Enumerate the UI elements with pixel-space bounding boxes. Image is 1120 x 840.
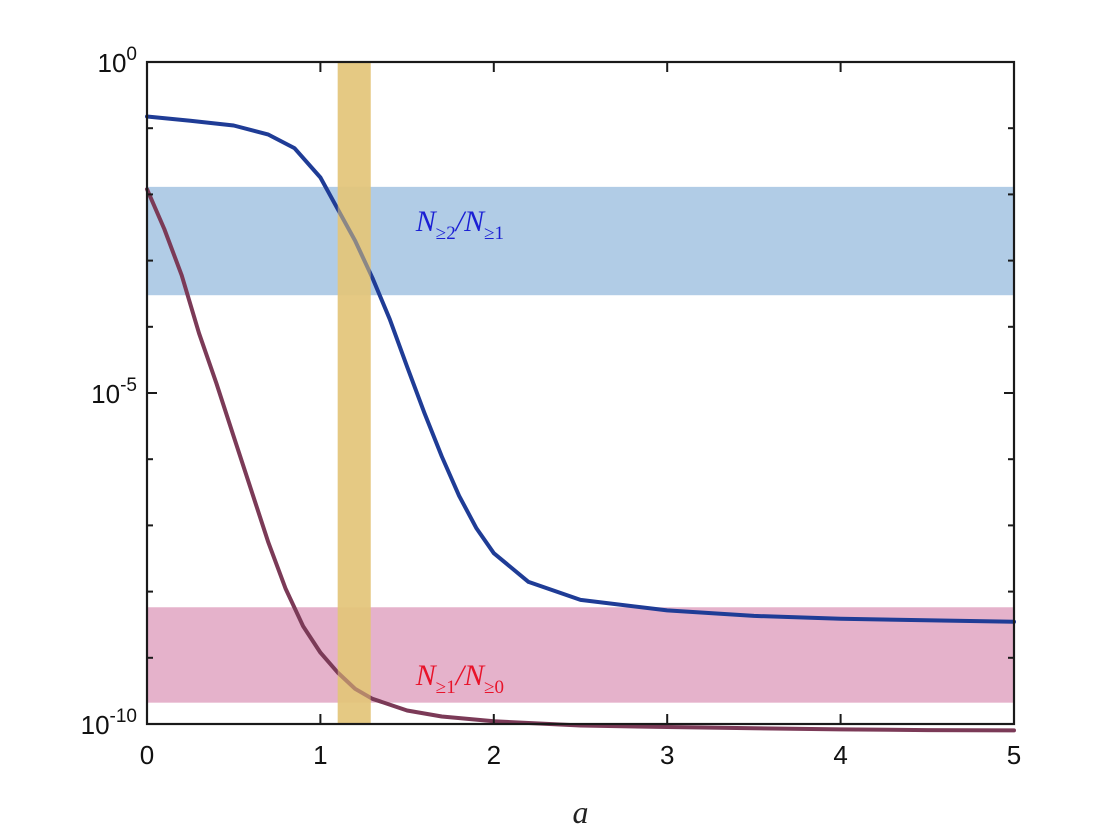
y-tick-label-exponent: -10 [110, 706, 137, 727]
shaded-bands [147, 62, 1014, 724]
band-label-part: N [415, 205, 438, 238]
y-tick-label-exponent: -5 [120, 375, 137, 396]
x-tick-label: 2 [487, 740, 501, 770]
band-label-part: / [454, 205, 467, 238]
band-label-part: N [463, 205, 486, 238]
band-2 [147, 607, 1014, 703]
band-label-subscript: ≥1 [436, 677, 456, 698]
y-tick-label: 10-10 [81, 706, 137, 740]
series-lines: N≥2/N≥1N≥1/N≥0 [145, 62, 1016, 733]
series-line-2 [145, 187, 1016, 733]
band-label-part: N [463, 659, 486, 692]
y-tick-label: 10-5 [91, 375, 137, 409]
y-tick-label-base: 10 [91, 379, 120, 409]
x-tick-label: 3 [660, 740, 674, 770]
y-tick-label-exponent: 0 [126, 44, 137, 65]
x-tick-label: 5 [1007, 740, 1021, 770]
series-line-1 [145, 114, 1016, 624]
x-tick-label: 1 [313, 740, 327, 770]
x-tick-label: 0 [140, 740, 154, 770]
band-label-subscript: ≥0 [484, 677, 504, 698]
band-label-part: N [415, 659, 438, 692]
band-label-1: N≥2/N≥1 [415, 205, 504, 244]
x-tick-label: 4 [833, 740, 847, 770]
band-label-subscript: ≥2 [436, 223, 456, 244]
band-label-part: / [454, 659, 467, 692]
y-tick-label-base: 10 [98, 48, 127, 78]
y-tick-label-base: 10 [81, 710, 110, 740]
band-1 [147, 186, 1014, 296]
band-label-2: N≥1/N≥0 [415, 659, 504, 698]
y-tick-label: 100 [98, 44, 138, 78]
band-label-subscript: ≥1 [484, 223, 504, 244]
vertical-band-overlay [337, 62, 371, 724]
x-axis-label: a [573, 794, 589, 830]
axis-ticks [146, 61, 1015, 725]
